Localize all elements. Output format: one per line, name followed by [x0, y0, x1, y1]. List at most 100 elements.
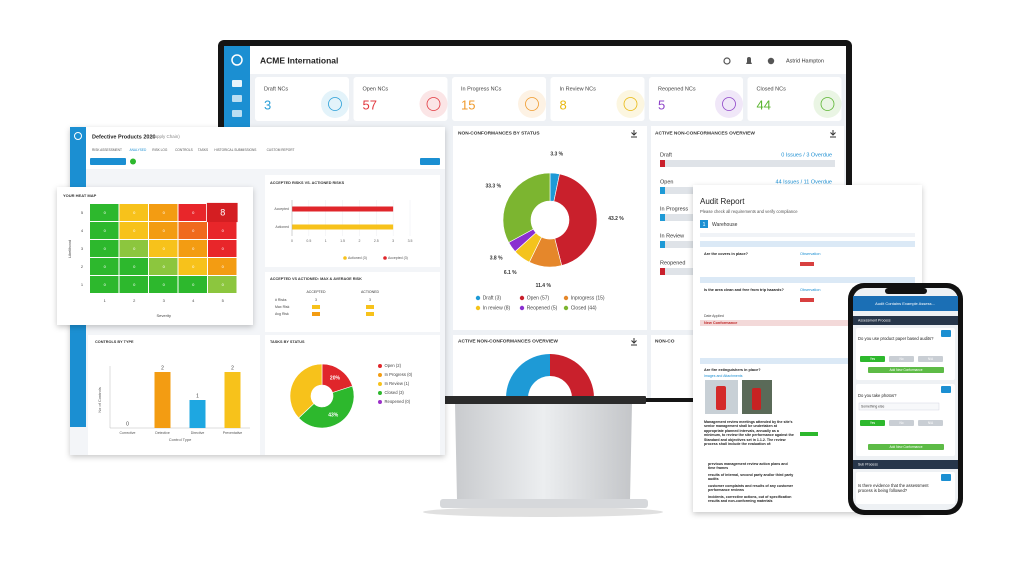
legend-marker	[378, 373, 382, 377]
app-header-title: Audit Contains Example Assess...	[875, 301, 935, 306]
risk-chip	[366, 305, 374, 309]
overview-fill	[660, 241, 665, 248]
add-button[interactable]	[868, 367, 944, 373]
kpi-card	[550, 77, 645, 121]
bar	[292, 206, 394, 212]
tab[interactable]: ANALYSED	[130, 148, 147, 152]
question: Do you take photos?	[858, 393, 897, 398]
x-tick-label: Preventative	[223, 431, 243, 435]
panel-title: ACTIVE NON-CONFORMANCES OVERVIEW	[458, 338, 558, 344]
dashboard-subtitle: (Supply Chain)	[150, 134, 180, 139]
heat-cell	[208, 276, 237, 293]
slice-label: 20%	[330, 376, 341, 382]
cell-value: 3	[315, 298, 317, 302]
stand-body	[455, 404, 632, 500]
report-bullet: results of internal, second party and/or…	[708, 473, 796, 482]
option-button[interactable]	[860, 420, 885, 426]
slice-label: 6.1 %	[504, 270, 517, 276]
add-button[interactable]	[868, 444, 944, 450]
tab[interactable]: RISK ASSESSMENT	[92, 148, 122, 152]
pie-slice	[289, 363, 323, 419]
nav-icon[interactable]	[232, 95, 242, 102]
risk-chip	[312, 305, 320, 309]
nav-icon[interactable]	[232, 80, 242, 87]
monitor-stand	[423, 396, 663, 517]
heat-cell	[178, 240, 207, 257]
tab[interactable]: CUSTOM REPORT	[267, 148, 295, 152]
slice-label: 3.3 %	[550, 152, 563, 158]
overview-label: Draft	[660, 152, 672, 158]
partial-chart	[506, 354, 550, 398]
option-button[interactable]	[889, 356, 914, 362]
question: Are fire extinguishers in place?	[704, 368, 761, 372]
x-tick-label: 2	[133, 298, 136, 303]
option-button[interactable]	[860, 356, 885, 362]
y-tick-label: 2	[81, 264, 84, 269]
y-tick-label: 3	[81, 246, 84, 251]
camera-button[interactable]	[941, 474, 951, 481]
overview-label: In Progress	[660, 206, 688, 212]
legend-marker	[475, 295, 481, 301]
link-icon[interactable]	[723, 57, 731, 65]
option-button[interactable]	[918, 420, 943, 426]
heat-cell-value: 0	[104, 228, 107, 233]
section-number: 1	[703, 222, 706, 228]
heat-cell	[149, 240, 178, 257]
y-tick-label: Accepted	[274, 207, 289, 211]
option-button[interactable]	[918, 356, 943, 362]
camera-button[interactable]	[941, 386, 951, 393]
nav-icon[interactable]	[232, 110, 242, 117]
download-icon[interactable]	[830, 130, 836, 138]
kpi-card	[452, 77, 546, 121]
field-label: Date Applied	[704, 314, 724, 318]
question-band	[700, 277, 915, 283]
button[interactable]	[90, 158, 126, 165]
legend-label: In Review (1)	[385, 381, 410, 386]
bar	[292, 224, 394, 230]
tab[interactable]: TASKS	[198, 148, 208, 152]
button[interactable]	[420, 158, 440, 165]
x-tick-label: 0	[291, 239, 293, 243]
camera-button[interactable]	[941, 330, 951, 337]
report-bullet: incidents, corrective actions, out of sp…	[708, 495, 796, 504]
kpi-icon	[722, 97, 736, 111]
kpi-label: In Review NCs	[560, 86, 597, 92]
question-band	[700, 241, 915, 247]
download-icon[interactable]	[631, 130, 637, 138]
question-card	[856, 472, 955, 504]
download-icon[interactable]	[631, 338, 637, 346]
risk-chip	[312, 312, 320, 316]
legend-label: Inprogress (15)	[571, 295, 605, 301]
tab[interactable]: HISTORICAL SUBMISSIONS	[214, 148, 256, 152]
legend-marker	[519, 305, 525, 311]
settings-icon[interactable]	[767, 57, 775, 65]
kpi-icon-bg	[321, 90, 349, 118]
heat-cell-value: 0	[104, 264, 107, 269]
legend-label: Open (2)	[385, 363, 402, 368]
report-bullet-box: previous management review action plans …	[708, 462, 796, 473]
legend-marker	[378, 364, 382, 368]
heat-cell-value: 0	[192, 264, 195, 269]
y-tick-label: 5	[81, 210, 84, 215]
heat-cell	[119, 258, 148, 275]
input[interactable]	[858, 402, 940, 411]
heat-cell-value: 8	[220, 207, 225, 217]
option-button[interactable]	[889, 420, 914, 426]
heat-cell	[119, 204, 148, 221]
risk-chip	[366, 312, 374, 316]
kpi-icon-bg	[518, 90, 546, 118]
heat-cell-value: 0	[192, 210, 195, 215]
heat-cell-value: 0	[222, 282, 225, 287]
nc-label: New Conformance	[704, 321, 737, 325]
overview-fill	[660, 160, 665, 167]
legend-label: Reopened (0)	[385, 399, 411, 404]
photo-extinguisher	[752, 388, 761, 410]
question-box: Do you use product paper based audits?	[858, 336, 933, 341]
tab[interactable]: RISK LOG	[152, 148, 168, 152]
tab[interactable]: CONTROLS	[175, 148, 193, 152]
heat-cell	[149, 276, 178, 293]
bar	[224, 372, 241, 428]
bell-icon[interactable]	[746, 57, 752, 64]
overview-summary: 44 Issues / 11 Overdue	[776, 179, 832, 185]
